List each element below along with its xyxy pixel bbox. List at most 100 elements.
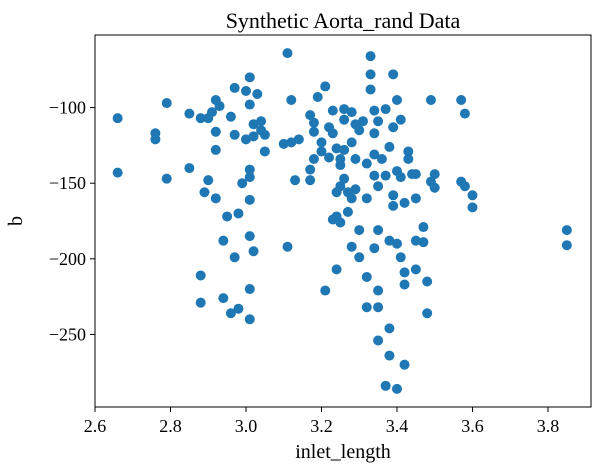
point	[112, 113, 123, 124]
point	[286, 95, 297, 106]
point	[282, 48, 293, 59]
point	[373, 225, 384, 236]
point	[361, 158, 372, 169]
point	[229, 82, 240, 93]
point	[346, 193, 357, 204]
point	[391, 95, 402, 106]
point	[308, 126, 319, 137]
point	[422, 276, 433, 287]
point	[384, 235, 395, 246]
point	[388, 200, 399, 211]
point	[388, 190, 399, 201]
point	[561, 225, 572, 236]
point	[384, 350, 395, 361]
point	[308, 117, 319, 128]
point	[399, 279, 410, 290]
point	[418, 237, 429, 248]
point	[282, 241, 293, 252]
point	[229, 252, 240, 263]
point	[244, 194, 255, 205]
y-tick-label: −150	[49, 173, 86, 193]
point	[244, 164, 255, 175]
x-tick-label: 3.6	[461, 416, 484, 436]
point	[293, 134, 304, 145]
point	[195, 270, 206, 281]
point	[410, 169, 421, 180]
point	[399, 267, 410, 278]
point	[346, 107, 357, 118]
point	[373, 285, 384, 296]
point	[369, 149, 380, 160]
point	[380, 170, 391, 181]
point	[210, 193, 221, 204]
point	[410, 193, 421, 204]
point	[339, 114, 350, 125]
point	[248, 119, 259, 130]
point	[339, 144, 350, 155]
y-axis-label: b	[5, 216, 27, 226]
point	[244, 72, 255, 83]
point	[467, 190, 478, 201]
point	[410, 235, 421, 246]
x-axis-label: inlet_length	[295, 441, 391, 463]
point	[240, 134, 251, 145]
point	[335, 217, 346, 228]
point	[233, 303, 244, 314]
point	[350, 184, 361, 195]
point	[229, 129, 240, 140]
point	[376, 154, 387, 164]
point	[422, 308, 433, 319]
point	[210, 126, 221, 137]
point	[218, 235, 229, 246]
point	[199, 187, 210, 198]
point	[320, 81, 331, 92]
point	[335, 154, 346, 164]
point	[369, 128, 380, 139]
x-tick-label: 3.8	[537, 416, 560, 436]
point	[290, 175, 301, 186]
point	[305, 164, 316, 175]
point	[214, 101, 225, 112]
point	[395, 172, 406, 183]
point	[259, 146, 270, 157]
point	[244, 231, 255, 242]
point	[225, 111, 236, 122]
point	[399, 359, 410, 370]
point	[373, 335, 384, 346]
point	[225, 308, 236, 319]
point	[305, 110, 316, 121]
point	[308, 154, 319, 164]
x-tick-label: 3.4	[386, 416, 409, 436]
point	[456, 95, 467, 106]
point	[399, 197, 410, 208]
point	[358, 116, 369, 127]
point	[312, 92, 323, 102]
plot-frame	[94, 34, 592, 408]
point	[373, 181, 384, 192]
point	[240, 85, 251, 96]
point	[331, 264, 342, 275]
point	[324, 152, 335, 163]
point	[369, 243, 380, 254]
x-tick-label: 3.2	[310, 416, 333, 436]
point	[373, 116, 384, 127]
point	[339, 104, 350, 115]
point	[339, 173, 350, 184]
point	[425, 95, 436, 106]
point	[335, 181, 346, 192]
point	[384, 323, 395, 334]
point	[388, 122, 399, 133]
point	[184, 163, 195, 174]
point	[561, 240, 572, 251]
point	[403, 154, 414, 164]
point	[222, 211, 233, 222]
point	[391, 383, 402, 394]
point	[391, 238, 402, 249]
point	[316, 146, 327, 157]
point	[403, 146, 414, 157]
point	[418, 222, 429, 233]
point	[112, 167, 123, 178]
point	[354, 225, 365, 236]
point	[161, 98, 172, 109]
